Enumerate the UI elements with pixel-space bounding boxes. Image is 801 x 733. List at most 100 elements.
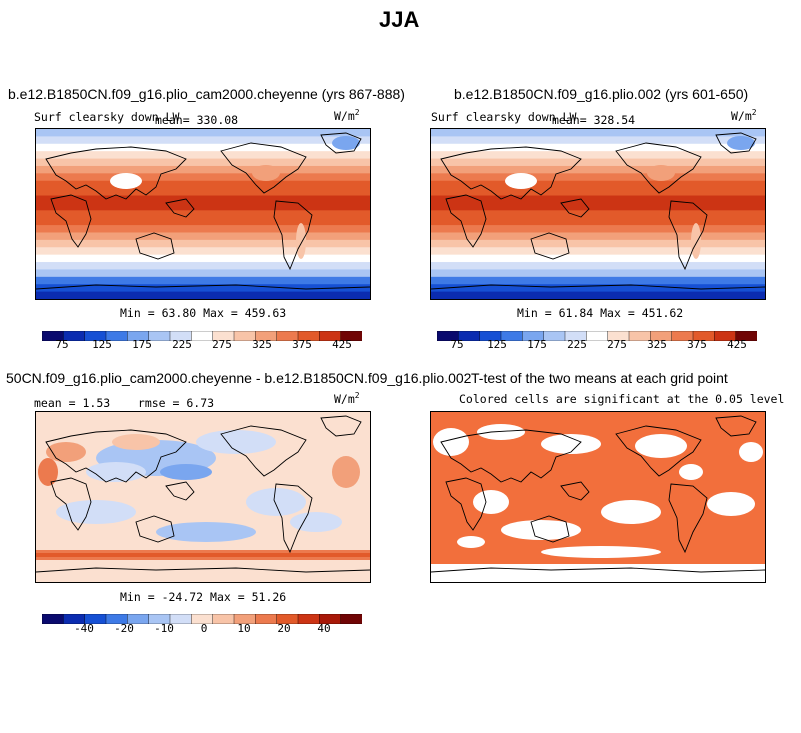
panel2-title: b.e12.B1850CN.f09_g16.plio.002 (yrs 601-… — [454, 86, 749, 102]
colorbar-tick-label: 425 — [332, 338, 352, 351]
panel2-units-exp: 2 — [751, 108, 757, 117]
panel2-mean-value: 328.54 — [593, 113, 636, 127]
map-band — [36, 202, 370, 211]
greenland-cold-spot — [332, 136, 360, 150]
panel2-colorbar-svg — [436, 330, 758, 342]
map-band — [36, 151, 370, 160]
map-band — [431, 180, 765, 189]
panel1-mean-label: mean= — [155, 113, 190, 127]
panel1-bands — [36, 129, 370, 299]
coastline — [440, 146, 582, 200]
coastline — [560, 481, 590, 501]
tibet-plateau-cold-spot — [110, 173, 142, 189]
panel2-min-label: Min = — [517, 306, 552, 320]
colorbar-tick-label: 175 — [527, 338, 547, 351]
panel2-units: W/m2 — [731, 108, 757, 123]
panel1-minmax: Min = 63.80 Max = 459.63 — [120, 306, 286, 320]
panel3-max-label: Max = — [210, 590, 245, 604]
map-band — [36, 173, 370, 182]
panel1-min-label: Min = — [120, 306, 155, 320]
panel1-units: W/m2 — [334, 108, 360, 123]
panel1-map-svg — [36, 129, 370, 299]
colorbar-tick-label: 125 — [92, 338, 112, 351]
map-band — [431, 210, 765, 219]
panel1-colorbar — [41, 328, 363, 342]
panel3-min-label: Min = — [120, 590, 155, 604]
panel1-max-value: 459.63 — [244, 306, 287, 320]
colorbar-tick-label: 75 — [450, 338, 464, 351]
coastline — [668, 200, 708, 271]
panel1-mean-value: 330.08 — [196, 113, 239, 127]
north-america-warm-region — [252, 165, 280, 181]
coastline — [440, 429, 582, 483]
map-band — [431, 291, 765, 299]
non-significant-region — [739, 442, 763, 462]
non-significant-region — [457, 536, 485, 548]
difference-anomaly — [290, 512, 342, 532]
panel2-map-svg — [431, 129, 765, 299]
coastline — [615, 425, 702, 477]
non-significant-region — [433, 428, 469, 456]
map-band — [431, 284, 765, 293]
panel2-variable-label: Surf clearsky down LW — [431, 110, 577, 124]
tibet-plateau-cold-spot — [505, 173, 537, 189]
map-band — [431, 188, 765, 197]
panel2-mean-label: mean= — [552, 113, 587, 127]
map-band — [36, 291, 370, 299]
map-band — [36, 158, 370, 167]
panel3-colorbar — [41, 611, 363, 625]
panel3-title: 50CN.f09_g16.plio_cam2000.cheyenne - b.e… — [6, 370, 472, 386]
map-band — [431, 217, 765, 226]
map-band — [431, 269, 765, 278]
difference-anomaly — [196, 430, 276, 454]
panel3-max-value: 51.26 — [251, 590, 287, 604]
panel3-map-svg — [36, 412, 370, 582]
map-band — [36, 225, 370, 234]
difference-anomaly — [332, 456, 360, 488]
non-significant-region — [541, 434, 601, 454]
panel2-minmax: Min = 61.84 Max = 451.62 — [517, 306, 683, 320]
colorbar-tick-label: 325 — [252, 338, 272, 351]
coastline — [320, 415, 362, 437]
difference-anomaly — [46, 442, 86, 462]
panel3-units: W/m2 — [334, 391, 360, 406]
panel3-diff-patches — [36, 430, 370, 560]
non-significant-region — [635, 434, 687, 458]
colorbar-tick-label: 20 — [277, 622, 291, 635]
map-band — [36, 210, 370, 219]
colorbar-tick-label: -20 — [114, 622, 134, 635]
coastline — [431, 284, 765, 290]
panel2-colorbar — [436, 328, 758, 342]
colorbar-tick-label: 375 — [292, 338, 312, 351]
colorbar-tick-label: 40 — [317, 622, 331, 635]
panel1-mean: mean= 330.08 — [155, 113, 238, 127]
non-significant-region — [501, 520, 581, 540]
antarctic-non-significant-strip — [431, 564, 765, 582]
panel2-max-label: Max = — [600, 306, 635, 320]
difference-anomaly — [86, 462, 146, 482]
map-band — [36, 129, 370, 137]
map-band — [36, 188, 370, 197]
coastline — [715, 132, 757, 154]
non-significant-region — [707, 492, 755, 516]
panel2-max-value: 451.62 — [641, 306, 684, 320]
colorbar-tick-label: 175 — [132, 338, 152, 351]
difference-anomaly — [160, 464, 212, 480]
coastline — [530, 515, 570, 543]
coastline — [50, 477, 92, 531]
map-band — [431, 165, 765, 174]
map-band — [431, 232, 765, 241]
map-band — [36, 276, 370, 285]
map-band — [36, 143, 370, 152]
colorbar-tick-label: 225 — [567, 338, 587, 351]
panel3-map — [35, 411, 371, 583]
panel4-subtitle: Colored cells are significant at the 0.0… — [459, 392, 785, 406]
southern-ocean-peak-band — [36, 553, 370, 557]
non-significant-region — [541, 546, 661, 558]
panel3-rmse-label: rmse = — [137, 396, 180, 410]
map-band — [36, 217, 370, 226]
colorbar-tick-label: -40 — [74, 622, 94, 635]
figure-title: JJA — [379, 7, 420, 32]
map-band — [431, 262, 765, 271]
non-significant-region — [477, 424, 525, 440]
